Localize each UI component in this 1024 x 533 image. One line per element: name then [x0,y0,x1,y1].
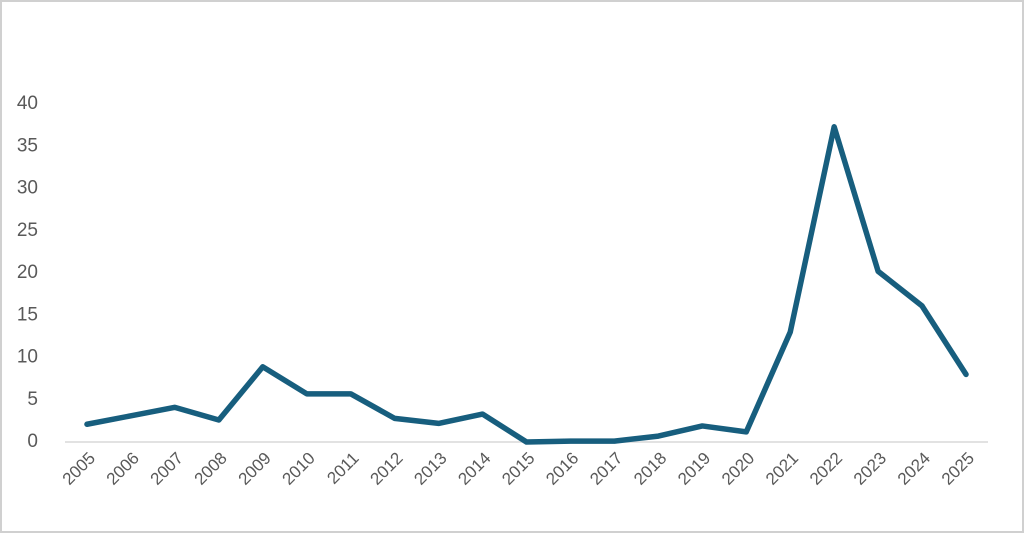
y-tick-label: 15 [17,304,38,325]
y-tick-label: 35 [17,135,38,156]
y-tick-label: 30 [17,178,38,199]
y-tick-label: 25 [17,220,38,241]
y-tick-label: 0 [27,431,38,452]
y-tick-label: 10 [17,347,38,368]
y-tick-label: 40 [17,93,38,114]
data-line [84,124,969,445]
y-tick-label: 5 [27,389,38,410]
y-tick-label: 20 [17,262,38,283]
